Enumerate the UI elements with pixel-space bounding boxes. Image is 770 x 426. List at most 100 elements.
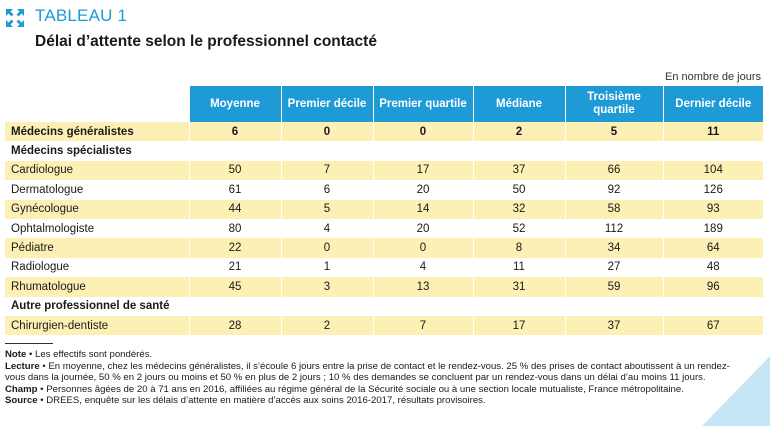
table-cell: 80 [188, 218, 281, 239]
column-header: Troisième quartile [564, 86, 663, 122]
note-label: Note [5, 349, 27, 360]
notes-block: Note • Les effectifs sont pondérés. Lectu… [5, 349, 740, 407]
note-label: Champ [5, 383, 38, 395]
table-cell: 7 [280, 160, 373, 181]
table-cell: 67 [662, 315, 763, 336]
table-cell: 17 [472, 315, 565, 336]
table-cell: 50 [472, 180, 565, 200]
table-cell: 64 [662, 238, 763, 258]
table-row: Dermatologue 61 6 20 50 92 126 [5, 180, 763, 200]
column-header: Médiane [472, 86, 565, 122]
note-text: • Les effectifs sont pondérés. [26, 349, 153, 360]
table-cell: 21 [188, 257, 281, 278]
table-cell: 126 [662, 180, 763, 200]
table-cell [662, 141, 763, 161]
row-label: Dermatologue [5, 180, 189, 200]
note-text: • En moyenne, chez les médecins générali… [5, 360, 730, 384]
data-table: Moyenne Premier décile Premier quartile … [5, 86, 763, 336]
table-cell: 50 [188, 160, 281, 181]
table-cell [188, 141, 281, 161]
note-text: • Personnes âgées de 20 à 71 ans en 2016… [37, 383, 684, 395]
table-row: Cardiologue 50 7 17 37 66 104 [5, 160, 763, 181]
table-cell: 22 [188, 238, 281, 258]
row-label: Médecins spécialistes [5, 141, 189, 161]
table-cell: 0 [280, 122, 373, 142]
table-cell: 5 [564, 122, 663, 142]
row-label: Radiologue [5, 257, 189, 278]
table-cell: 2 [280, 315, 373, 336]
table-cell: 20 [372, 218, 473, 239]
table-cell: 32 [472, 199, 565, 219]
table-cell: 189 [662, 218, 763, 239]
table-cell: 5 [280, 199, 373, 219]
table-row: Ophtalmologiste 80 4 20 52 112 189 [5, 218, 763, 239]
table-cell: 0 [280, 238, 373, 258]
page-title: Délai d’attente selon le professionnel c… [35, 33, 377, 50]
table-cell: 17 [372, 160, 473, 181]
table-cell [564, 296, 663, 316]
table-cell: 11 [662, 122, 763, 142]
table-row: Gynécologue 44 5 14 32 58 93 [5, 199, 763, 219]
table-cell: 93 [662, 199, 763, 219]
table-cell: 6 [280, 180, 373, 200]
note-paragraph: Champ • Personnes âgées de 20 à 71 ans e… [5, 384, 740, 396]
row-label: Autre professionnel de santé [5, 296, 189, 316]
table-cell: 28 [188, 315, 281, 336]
table-cell: 37 [564, 315, 663, 336]
table-cell: 104 [662, 160, 763, 181]
table-cell [188, 296, 281, 316]
column-header: Moyenne [188, 86, 281, 122]
group-row: Médecins généralistes 6 0 0 2 5 11 [5, 122, 763, 142]
notes-divider [5, 343, 53, 344]
table-cell: 14 [372, 199, 473, 219]
row-label: Ophtalmologiste [5, 218, 189, 239]
table-cell: 6 [188, 122, 281, 142]
table-cell: 7 [372, 315, 473, 336]
table-cell [472, 141, 565, 161]
table-cell: 31 [472, 277, 565, 297]
table-cell [662, 296, 763, 316]
table-cell: 8 [472, 238, 565, 258]
table-cell: 66 [564, 160, 663, 181]
table-cell: 3 [280, 277, 373, 297]
table-cell: 13 [372, 277, 473, 297]
table-cell [280, 141, 373, 161]
column-header: Premier décile [280, 86, 373, 122]
table-cell: 0 [372, 122, 473, 142]
table-cell: 0 [372, 238, 473, 258]
table-cell: 2 [472, 122, 565, 142]
row-label: Médecins généralistes [5, 122, 189, 142]
table-cell: 37 [472, 160, 565, 181]
row-label: Rhumatologue [5, 277, 189, 297]
table-cell: 34 [564, 238, 663, 258]
header-row: Moyenne Premier décile Premier quartile … [5, 86, 763, 122]
table-cell: 45 [188, 277, 281, 297]
table-cell [372, 141, 473, 161]
note-text: • DREES, enquête sur les délais d’attent… [37, 395, 486, 407]
table-cell: 27 [564, 257, 663, 278]
table-cell [280, 296, 373, 316]
row-label: Cardiologue [5, 160, 189, 181]
table-cell [372, 296, 473, 316]
table-cell [564, 141, 663, 161]
column-header: Dernier décile [662, 86, 763, 122]
table-row: Pédiatre 22 0 0 8 34 64 [5, 238, 763, 258]
note-label: Source [5, 395, 38, 407]
table-cell: 48 [662, 257, 763, 278]
table-row: Rhumatologue 45 3 13 31 59 96 [5, 277, 763, 297]
table-cell: 92 [564, 180, 663, 200]
table-number: TABLEAU 1 [35, 6, 128, 25]
row-label: Gynécologue [5, 199, 189, 219]
note-paragraph: Note • Les effectifs sont pondérés. [5, 349, 740, 361]
table-cell: 58 [564, 199, 663, 219]
note-paragraph: Source • DREES, enquête sur les délais d… [5, 395, 740, 407]
group-row: Médecins spécialistes [5, 141, 763, 161]
expand-arrows-icon [6, 9, 24, 27]
table-cell: 44 [188, 199, 281, 219]
table-cell: 4 [280, 218, 373, 239]
table-row: Radiologue 21 1 4 11 27 48 [5, 257, 763, 278]
table-cell: 59 [564, 277, 663, 297]
corner-decoration [702, 356, 770, 426]
row-label: Chirurgien-dentiste [5, 315, 189, 336]
table-cell: 11 [472, 257, 565, 278]
